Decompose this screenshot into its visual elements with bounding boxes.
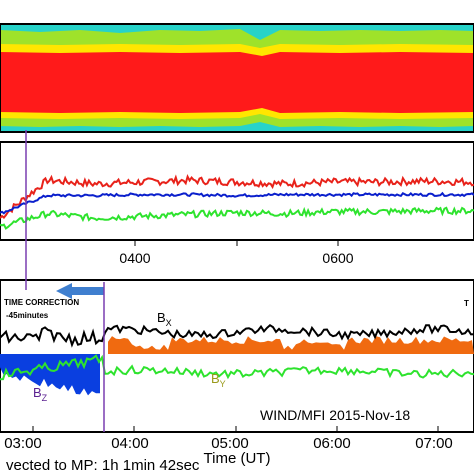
- x-tick-label-0600: 0600: [322, 250, 353, 266]
- x-tick-label-0400b: 04:00: [111, 435, 149, 452]
- bz-label: BZ: [33, 385, 48, 403]
- series-line-green: [0, 206, 474, 230]
- x-tick-label-0600b: 06:00: [313, 435, 351, 452]
- spectrogram-core-band: [0, 52, 474, 113]
- spectrogram-panel: [0, 23, 474, 133]
- bz-label-main: B: [33, 385, 42, 400]
- series-line-blue: [0, 191, 474, 215]
- by-label-sub: Y: [220, 379, 226, 389]
- time-correction-arrow: [56, 283, 104, 299]
- field-top-frame: [0, 141, 474, 241]
- bx-line: [0, 323, 474, 348]
- x-tick-label-0400: 0400: [119, 250, 150, 266]
- time-correction-amount: -45minutes: [6, 311, 49, 320]
- x-tick-label-0500: 05:00: [211, 435, 249, 452]
- spectrogram-frame: [0, 23, 474, 133]
- source-label: WIND/MFI 2015-Nov-18: [260, 407, 410, 423]
- bx-label-main: B: [157, 310, 166, 325]
- bz-negative-fill: [0, 354, 100, 396]
- series-line-red: [0, 174, 474, 220]
- by-line: [0, 354, 474, 381]
- field-top-panel: 0400 0600: [0, 141, 474, 266]
- footer-note: vected to MP: 1h 1min 42sec: [6, 457, 200, 474]
- field-bottom-panel: TIME CORRECTION -45minutes BX BY BZ WIND…: [0, 279, 474, 474]
- x-tick-label-0700: 07:00: [415, 435, 453, 452]
- bz-label-sub: Z: [42, 393, 48, 403]
- x-tick-label-0300: 03:00: [4, 435, 42, 452]
- bx-label-sub: X: [166, 318, 172, 328]
- x-axis-title: Time (UT): [204, 450, 271, 467]
- by-label: BY: [211, 371, 226, 389]
- bx-label: BX: [157, 310, 172, 328]
- time-correction-label: TIME CORRECTION: [4, 298, 79, 307]
- clipped-right-label: T: [464, 299, 469, 308]
- by-label-main: B: [211, 371, 220, 386]
- bz-positive-fill: [108, 336, 474, 354]
